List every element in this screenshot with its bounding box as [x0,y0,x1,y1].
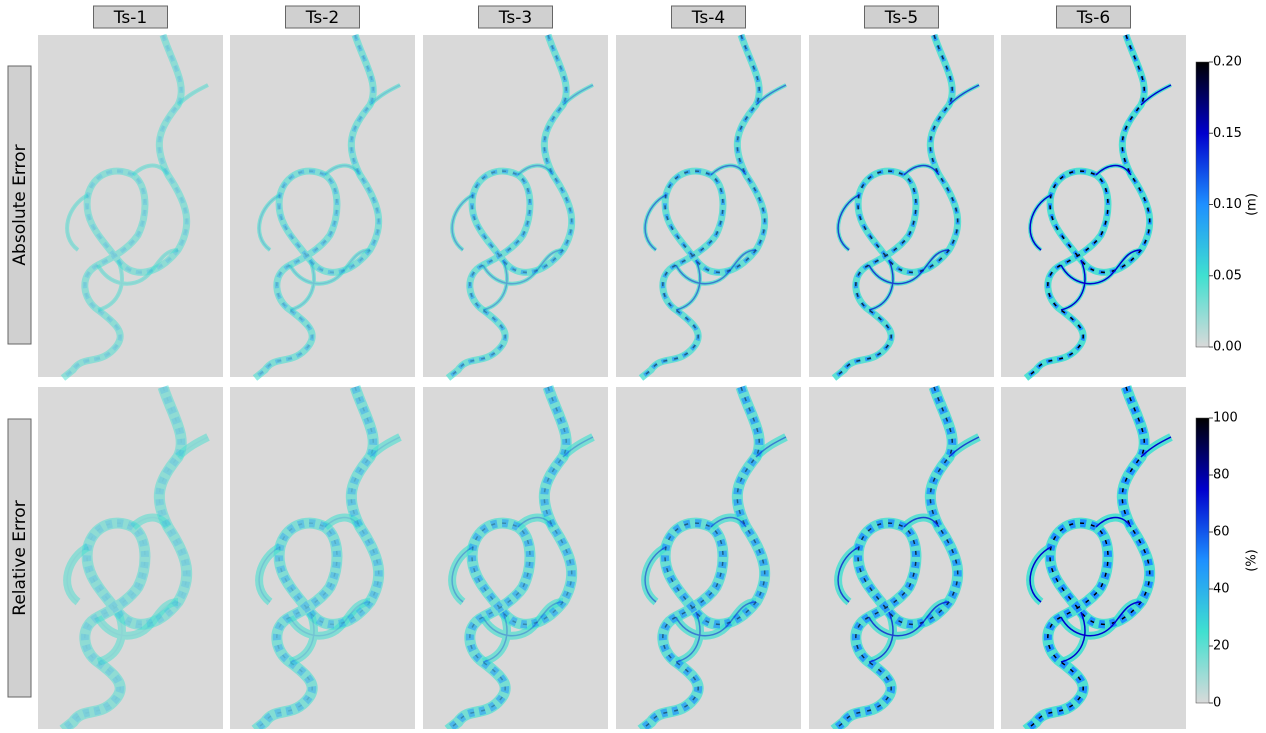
colorbar-tick-label: 60 [1213,525,1230,540]
map-background [1001,387,1186,729]
column-header: Ts-5 [884,8,918,28]
map-background [38,387,223,729]
row-label: Relative Error [10,500,30,615]
colorbar [1196,62,1209,347]
map-panel [423,35,608,378]
map-background [616,387,801,729]
map-panel [616,387,801,729]
map-panel [38,35,223,378]
map-background [809,387,994,729]
colorbar-unit: (m) [1245,193,1260,216]
colorbar-tick-label: 0.00 [1213,340,1242,355]
column-header: Ts-3 [498,8,532,28]
figure: Ts-1 Ts-2 Ts-3 Ts-4 Ts-5 Ts-6 Absolute Error 0.… [0,0,1266,729]
map-panel [1001,35,1186,378]
map-panel [1001,387,1186,729]
map-panel [616,35,801,378]
map-panel [809,35,994,378]
row-label: Absolute Error [10,144,30,265]
colorbar-tick-label: 0.20 [1213,55,1242,70]
map-panel [809,387,994,729]
column-header: Ts-1 [113,8,147,28]
map-background [230,35,415,377]
map-background [809,35,994,377]
map-panel [230,35,415,378]
colorbar-tick-label: 0.05 [1213,268,1242,283]
map-panel [423,387,608,729]
column-header: Ts-2 [305,8,339,28]
colorbar-tick-label: 100 [1213,411,1238,426]
colorbar-tick-label: 0.15 [1213,126,1242,141]
column-header: Ts-4 [691,8,725,28]
map-background [423,35,608,377]
colorbar-unit: (%) [1245,549,1260,572]
map-background [38,35,223,377]
map-panel [230,387,415,729]
map-background [423,387,608,729]
column-header: Ts-6 [1076,8,1110,28]
colorbar-tick-label: 0 [1213,696,1221,711]
colorbar-tick-label: 80 [1213,468,1230,483]
colorbar [1196,418,1209,703]
map-background [1001,35,1186,377]
colorbar-tick-label: 20 [1213,639,1230,654]
map-background [616,35,801,377]
colorbar-tick-label: 40 [1213,582,1230,597]
map-panel [38,387,223,729]
colorbar-tick-label: 0.10 [1213,197,1242,212]
map-background [230,387,415,729]
